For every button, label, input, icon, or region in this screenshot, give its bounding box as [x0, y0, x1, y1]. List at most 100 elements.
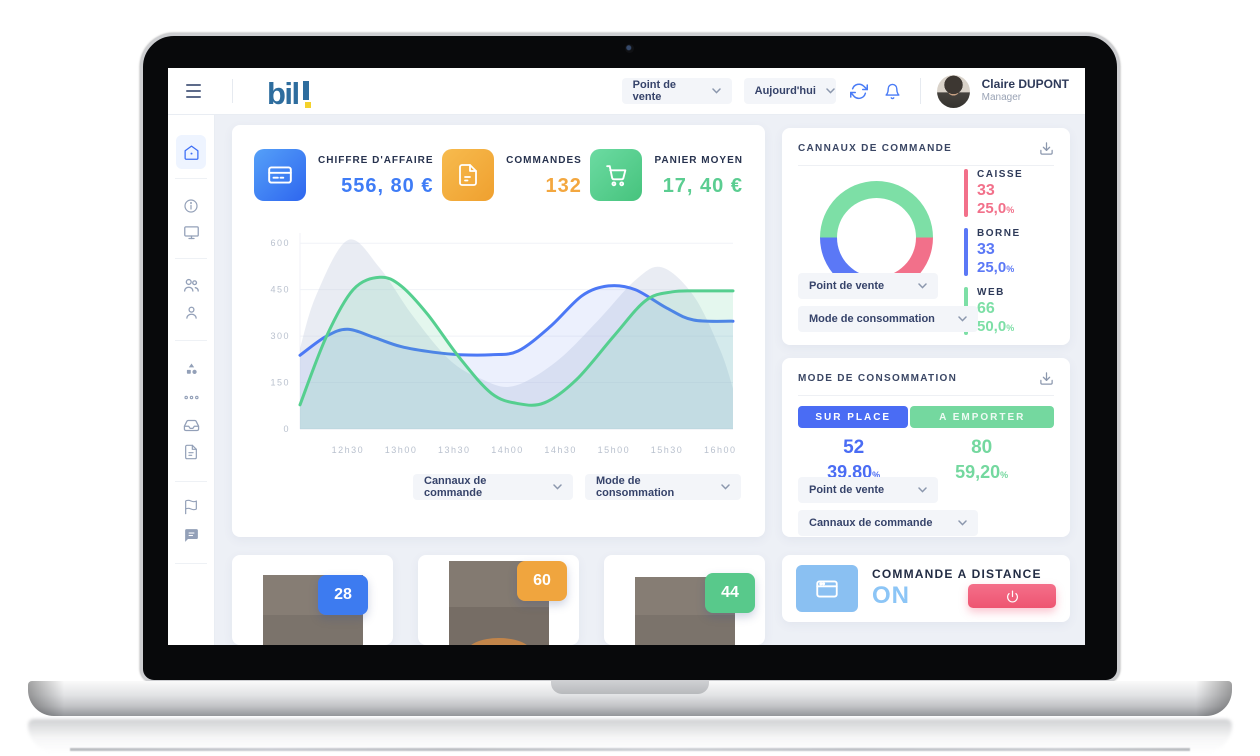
product-count-badge: 60	[517, 561, 567, 601]
top-bar-controls: Point de vente Aujourd'hui Claire DUPONT	[621, 74, 1069, 108]
kpi-label: CHIFFRE D'AFFAIRE	[318, 155, 434, 166]
legend-value: 33	[977, 240, 995, 258]
flag-icon	[185, 499, 197, 515]
refresh-icon	[849, 83, 868, 100]
laptop-reflection	[70, 748, 1190, 751]
product-card[interactable]: 60	[418, 555, 579, 645]
toggle-a-emporter[interactable]: A EMPORTER	[910, 406, 1054, 428]
inbox-icon	[183, 419, 199, 431]
sidebar-item-display[interactable]	[168, 219, 214, 245]
sidebar-item-messages[interactable]	[168, 522, 214, 548]
kpi-value: 17, 40 €	[662, 175, 743, 197]
left-column: CHIFFRE D'AFFAIRE 556, 80 € COMMANDES	[232, 125, 765, 645]
chevron-down-icon	[958, 316, 967, 322]
browser-window-icon	[816, 579, 838, 598]
product-card[interactable]: 44	[604, 555, 765, 645]
divider	[175, 481, 207, 482]
legend-label: CAISSE	[977, 169, 1024, 180]
toggle-sur-place[interactable]: SUR PLACE	[798, 406, 909, 428]
chevron-down-icon	[918, 283, 927, 289]
mode-stat: 80 59,20%	[955, 437, 1009, 482]
laptop-notch	[551, 681, 709, 694]
divider	[232, 79, 233, 103]
mode-value: 80	[971, 437, 993, 458]
kpi-revenue: CHIFFRE D'AFFAIRE 556, 80 €	[254, 149, 434, 201]
user-icon	[185, 306, 197, 319]
channels-filter-select[interactable]: Cannaux de commande	[798, 510, 978, 536]
logo-text: bil	[267, 76, 300, 112]
chart-filters: Cannaux de commande Mode de consommation	[254, 474, 743, 500]
file-text-icon	[185, 444, 197, 460]
svg-text:12h30: 12h30	[332, 445, 365, 455]
top-products-row: 28 60 44	[232, 555, 765, 645]
sales-line-chart: 0 150 300 450 600 12h30 13h00 13h30 14h00 14h30 15…	[254, 223, 743, 461]
divider	[919, 78, 921, 104]
pos-select[interactable]: Point de vente	[621, 78, 732, 104]
product-card[interactable]: 28	[232, 555, 393, 645]
chevron-down-icon	[553, 484, 562, 490]
date-select[interactable]: Aujourd'hui	[743, 78, 836, 104]
channels-card: CANNAUX DE COMMANDE CA	[782, 128, 1070, 345]
product-count-badge: 28	[318, 575, 368, 615]
pos-filter-select[interactable]: Point de vente	[798, 273, 938, 299]
chevron-down-icon	[826, 88, 835, 94]
mode-filter-select[interactable]: Mode de consommation	[798, 306, 978, 332]
legend-value: 66	[977, 299, 995, 317]
sidebar-item-documents[interactable]	[168, 439, 214, 465]
sales-overview-card: CHIFFRE D'AFFAIRE 556, 80 € COMMANDES	[232, 125, 765, 537]
kpi-label: COMMANDES	[506, 155, 582, 166]
sidebar-item-more[interactable]	[168, 384, 214, 410]
mode-percent: 39,80	[827, 461, 873, 482]
info-icon	[184, 199, 198, 213]
svg-text:600: 600	[270, 238, 290, 248]
user-info: Claire DUPONT Manager	[982, 77, 1069, 105]
svg-text:15h30: 15h30	[651, 445, 684, 455]
top-bar: bil Point de vente Aujourd'hui	[168, 68, 1085, 115]
divider	[175, 563, 207, 564]
legend-label: WEB	[977, 287, 1005, 299]
sidebar-item-user[interactable]	[168, 299, 214, 325]
consumption-mode-card: MODE DE CONSOMMATION SUR PLACE A EMPORTE…	[782, 358, 1070, 537]
sidebar-item-categories[interactable]	[168, 356, 214, 382]
main-content: CHIFFRE D'AFFAIRE 556, 80 € COMMANDES	[215, 115, 1085, 645]
chevron-down-icon	[711, 88, 721, 94]
mode-percent: 59,20	[955, 461, 1001, 482]
app-logo: bil	[267, 74, 311, 112]
sidebar-item-home[interactable]	[168, 135, 214, 169]
download-button[interactable]	[1039, 141, 1054, 156]
pos-filter-select[interactable]: Point de vente	[798, 477, 938, 503]
chat-icon	[184, 528, 198, 542]
sidebar-item-flags[interactable]	[168, 494, 214, 520]
sidebar-nav	[168, 115, 215, 645]
mode-filter-select[interactable]: Mode de consommation	[585, 474, 741, 500]
divider	[175, 178, 207, 179]
svg-text:14h30: 14h30	[544, 445, 577, 455]
mode-toggle: SUR PLACE A EMPORTER	[798, 406, 1054, 428]
svg-text:150: 150	[270, 378, 290, 388]
legend-percent: 50,0	[977, 318, 1007, 336]
power-button[interactable]	[968, 584, 1056, 608]
chevron-down-icon	[958, 520, 967, 526]
channels-filter-select[interactable]: Cannaux de commande	[413, 474, 573, 500]
legend-entry: CAISSE 33 25,0%	[964, 169, 1024, 218]
mode-value: 52	[843, 437, 865, 458]
svg-text:13h30: 13h30	[438, 445, 471, 455]
download-icon	[1040, 142, 1053, 155]
remote-order-tile	[796, 565, 858, 612]
kpi-orders: COMMANDES 132	[442, 149, 582, 201]
notifications-button[interactable]	[882, 80, 904, 102]
user-avatar[interactable]	[936, 74, 970, 108]
sidebar-item-inbox[interactable]	[168, 412, 214, 438]
svg-text:14h00: 14h00	[491, 445, 524, 455]
menu-button[interactable]	[186, 84, 204, 98]
sidebar-item-info[interactable]	[168, 193, 214, 219]
product-count-badge: 44	[705, 573, 755, 613]
legend-percent: 25,0	[977, 259, 1007, 277]
legend-percent: 25,0	[977, 199, 1007, 217]
sidebar-item-team[interactable]	[168, 272, 214, 298]
download-button[interactable]	[1039, 371, 1054, 386]
chevron-down-icon	[721, 484, 730, 490]
refresh-button[interactable]	[848, 80, 870, 102]
download-icon	[1040, 372, 1053, 385]
credit-card-icon	[268, 166, 292, 184]
